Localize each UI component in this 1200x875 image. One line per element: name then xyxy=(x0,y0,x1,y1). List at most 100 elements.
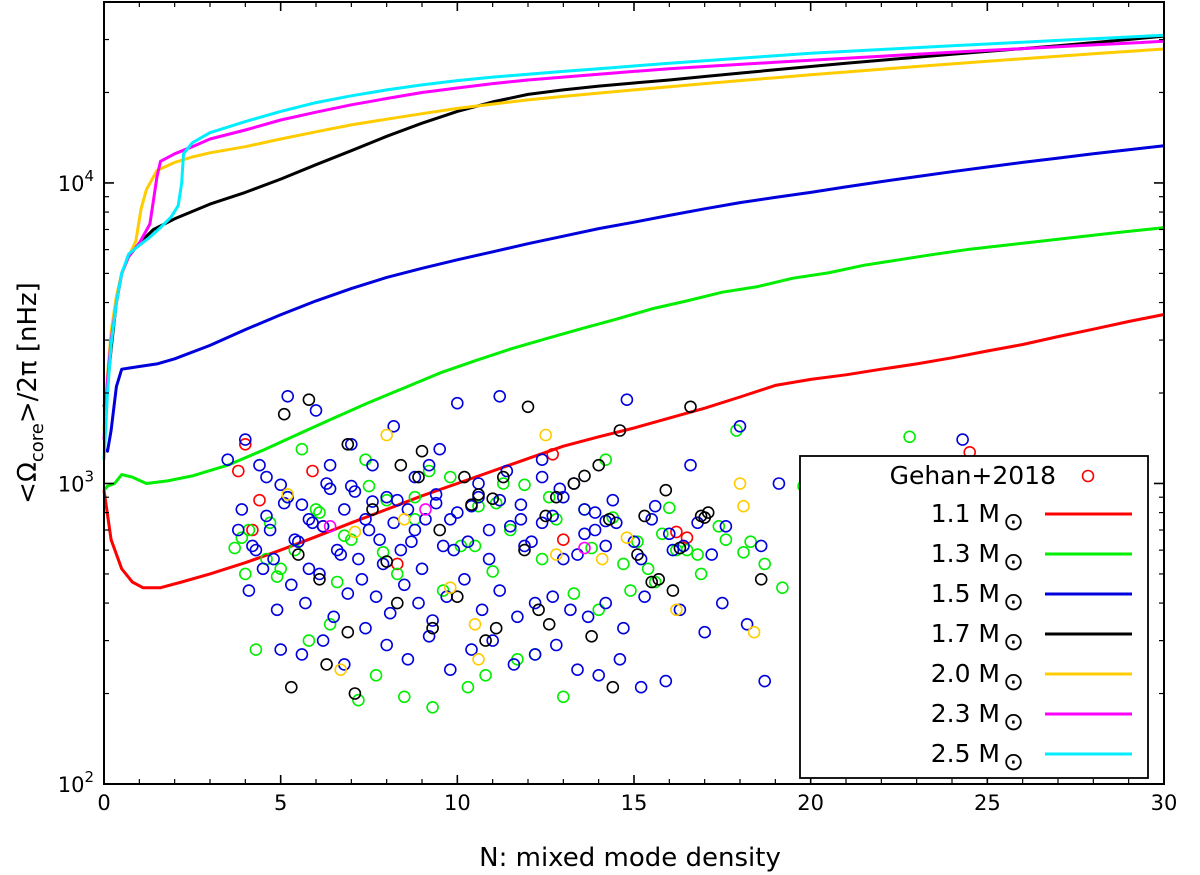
scatter-point xyxy=(253,458,266,472)
scatter-point xyxy=(355,572,369,586)
scatter-point xyxy=(274,478,288,492)
scatter-point xyxy=(443,470,457,484)
scatter-point xyxy=(387,419,401,433)
scatter-point xyxy=(758,674,772,688)
scatter-point xyxy=(380,638,394,652)
x-tick-label: 5 xyxy=(274,791,287,815)
scatter-point xyxy=(291,535,305,549)
scatter-point xyxy=(694,567,708,581)
scatter-point xyxy=(362,479,376,493)
scatter-point xyxy=(571,663,584,677)
scatter-point xyxy=(249,643,263,656)
scatter-point xyxy=(747,625,761,639)
scatter-point xyxy=(493,493,507,507)
scatter-point xyxy=(228,541,241,555)
scatter-point xyxy=(433,442,447,456)
scatter-point xyxy=(408,470,422,484)
scatter-point xyxy=(302,393,316,407)
scatter-point xyxy=(362,523,376,537)
x-tick-label: 30 xyxy=(1151,791,1178,815)
scatter-point xyxy=(638,509,651,523)
scatter-point xyxy=(415,562,429,576)
legend-label: 2.0 M xyxy=(931,659,1000,688)
y-axis-title: <Ωcore>/2π [nHz] xyxy=(13,282,48,504)
scatter-point xyxy=(472,488,485,501)
scatter-point xyxy=(613,652,627,666)
scatter-point xyxy=(337,529,351,543)
scatter-point xyxy=(599,539,613,553)
scatter-point xyxy=(578,503,591,516)
scatter-point xyxy=(239,437,252,451)
scatter-point xyxy=(592,458,606,472)
x-tick-label: 0 xyxy=(97,791,110,815)
scatter-point xyxy=(521,400,535,414)
scatter-point xyxy=(422,629,436,643)
scatter-point xyxy=(309,503,323,516)
scatter-point xyxy=(578,469,591,483)
scatter-point xyxy=(405,535,418,549)
scatter-point xyxy=(235,503,249,516)
scatter-point xyxy=(426,614,439,627)
scatter-point xyxy=(232,464,245,478)
scatter-point xyxy=(496,470,510,484)
x-tick-label: 20 xyxy=(797,791,824,815)
scatter-point xyxy=(581,610,595,624)
scatter-point xyxy=(397,690,411,704)
legend-box xyxy=(799,455,1149,779)
scatter-point xyxy=(320,658,333,671)
scatter-point xyxy=(518,478,531,492)
scatter-point xyxy=(956,433,969,446)
scatter-point xyxy=(366,495,379,508)
scatter-point xyxy=(645,512,659,526)
track-line-2 xyxy=(103,144,1165,453)
scatter-point xyxy=(387,516,401,530)
scatter-point xyxy=(740,617,754,631)
scatter-point xyxy=(426,700,439,714)
scatter-point xyxy=(390,567,404,581)
scatter-point xyxy=(592,603,606,617)
scatter-point xyxy=(352,552,365,566)
scatter-point xyxy=(620,531,634,545)
scatter-point xyxy=(281,488,295,501)
scatter-point xyxy=(369,668,383,682)
track-line-6 xyxy=(102,33,1165,460)
scatter-point xyxy=(302,562,316,576)
scatter-point xyxy=(670,525,683,539)
scatter-point xyxy=(588,523,602,537)
scatter-point xyxy=(348,525,362,539)
scatter-point xyxy=(443,581,457,595)
scatter-point xyxy=(412,596,425,610)
scatter-point xyxy=(401,652,415,666)
scatter-point xyxy=(239,567,252,581)
scatter-point xyxy=(344,479,358,493)
scatter-point xyxy=(291,548,305,561)
scatter-point xyxy=(673,541,687,555)
scatter-point xyxy=(450,396,464,410)
scatter-point xyxy=(542,490,556,504)
scatter-point xyxy=(380,555,394,568)
model-tracks xyxy=(102,33,1165,590)
scatter-point xyxy=(249,543,263,557)
scatter-point xyxy=(673,603,687,617)
scatter-point xyxy=(730,424,743,437)
scatter-point xyxy=(549,548,563,561)
track-line-0 xyxy=(102,313,1165,590)
scatter-point xyxy=(397,578,411,592)
scatter-point xyxy=(270,603,284,617)
legend-sun-symbol: ⊙ xyxy=(1003,547,1024,576)
legend-label: 2.3 M xyxy=(931,699,1000,728)
scatter-point xyxy=(556,490,570,504)
scatter-point xyxy=(299,596,312,610)
scatter-point xyxy=(578,527,591,541)
scatter-point xyxy=(712,519,726,533)
scatter-point xyxy=(670,603,683,617)
scatter-point xyxy=(482,523,496,537)
scatter-point xyxy=(655,527,669,541)
scatter-point xyxy=(620,393,634,407)
scatter-point xyxy=(443,512,457,526)
scatter-point xyxy=(602,512,616,526)
scatter-point xyxy=(235,531,249,545)
scatter-point xyxy=(539,509,553,523)
scatter-point xyxy=(585,629,598,643)
